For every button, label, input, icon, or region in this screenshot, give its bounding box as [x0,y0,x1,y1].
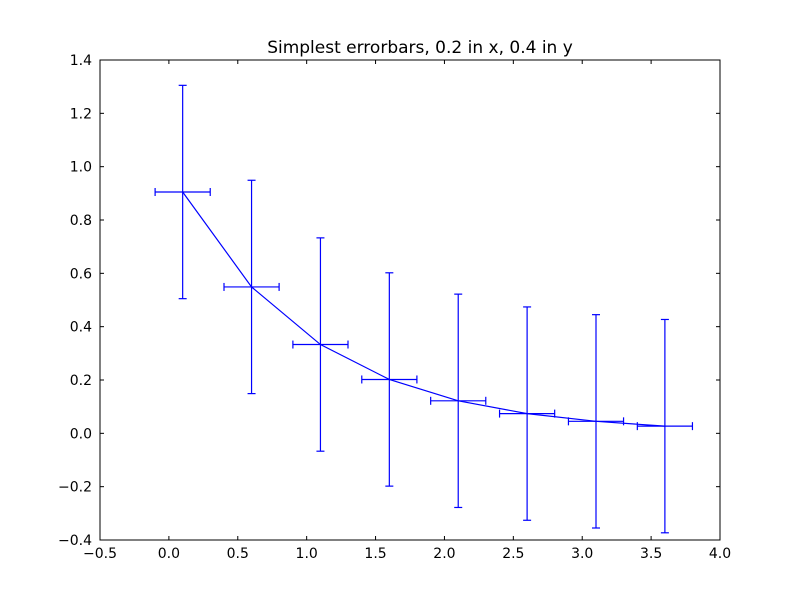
y-tick-label: −0.4 [58,533,92,549]
series-line [182,191,665,427]
x-tick-label: 3.5 [640,546,662,562]
y-tick-label: 0.0 [70,426,92,442]
x-tick-label: 3.0 [571,546,593,562]
y-tick-label: −0.2 [58,480,92,496]
axes-frame [99,59,721,541]
y-tick-label: 0.8 [70,213,92,229]
x-tick-label: 4.0 [709,546,731,562]
chart-title: Simplest errorbars, 0.2 in x, 0.4 in y [267,38,573,58]
x-tick-label: 2.5 [502,546,524,562]
x-tick-label: 1.5 [364,546,386,562]
y-tick-label: 1.0 [70,160,92,176]
y-tick-label: 0.2 [70,373,92,389]
y-tick-label: 0.4 [70,320,92,336]
x-tick-label: 2.0 [433,546,455,562]
x-tick-label: 0.0 [158,546,180,562]
x-tick-label: 1.0 [296,546,318,562]
x-tick-label: 0.5 [227,546,249,562]
y-tick-label: 0.6 [70,266,92,282]
x-tick-label: −0.5 [83,546,117,562]
y-tick-label: 1.2 [70,106,92,122]
y-tick-label: 1.4 [70,53,92,69]
